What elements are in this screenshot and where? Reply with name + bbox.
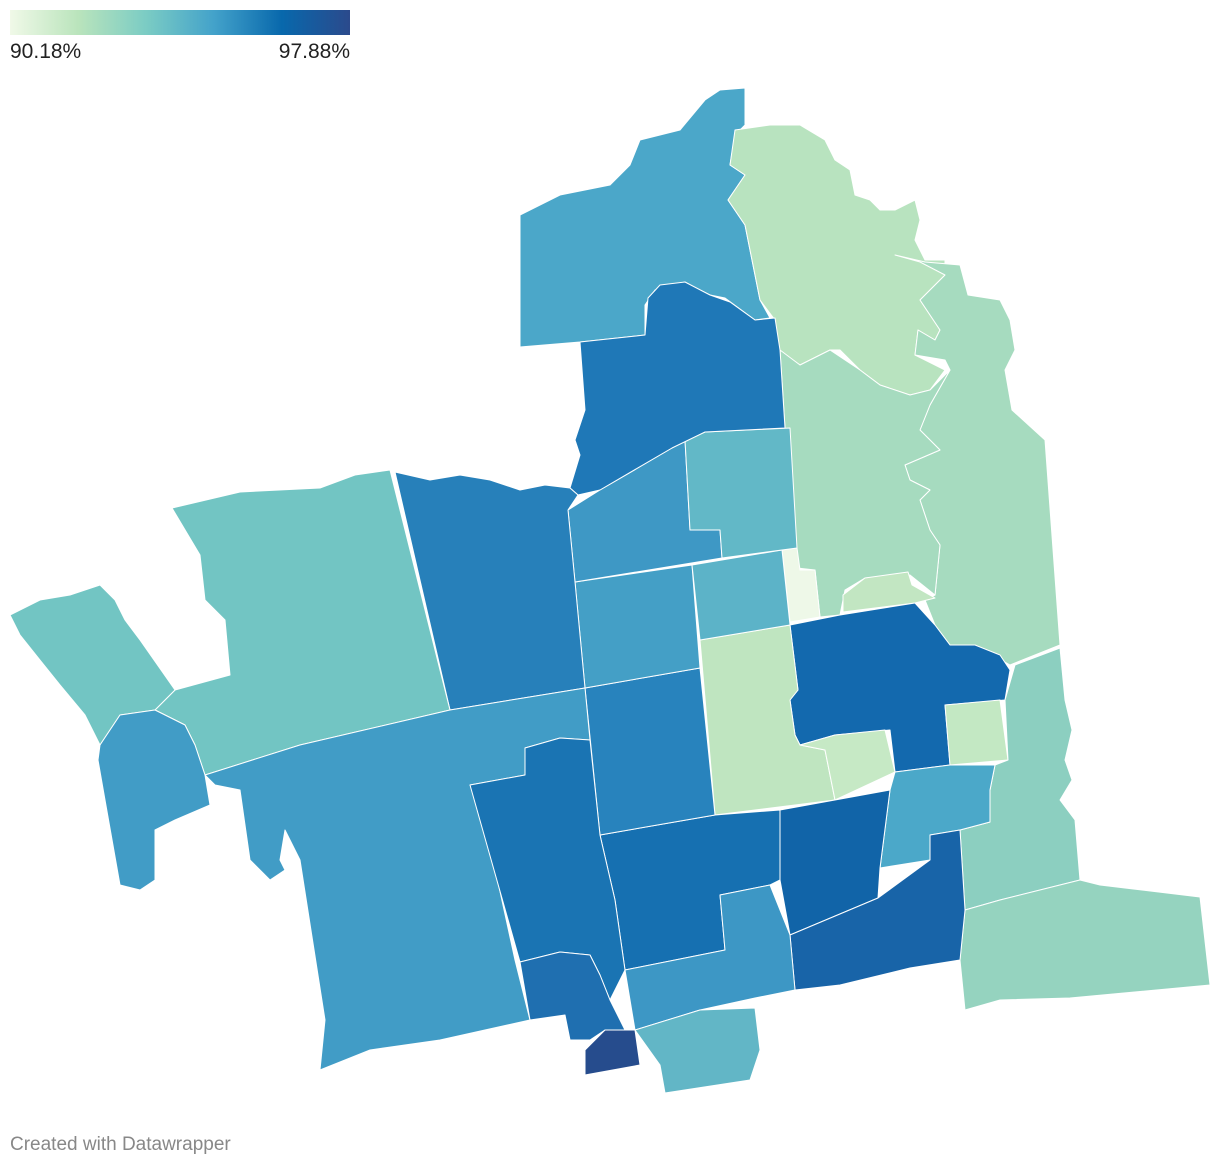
legend-min-label: 90.18%: [10, 40, 82, 63]
map-region[interactable]: [97, 709, 211, 891]
map-region[interactable]: [699, 624, 836, 816]
map-region[interactable]: [691, 549, 791, 641]
map-region[interactable]: [842, 571, 936, 613]
map-region[interactable]: [569, 281, 786, 496]
map-region[interactable]: [789, 829, 966, 991]
footer-credit[interactable]: Created with Datawrapper: [10, 1134, 231, 1155]
legend-gradient-bar: [10, 10, 350, 35]
legend-max-label: 97.88%: [278, 40, 350, 63]
color-legend: 90.18% 97.88%: [10, 10, 350, 63]
map-region[interactable]: [584, 667, 716, 836]
map-region[interactable]: [574, 564, 701, 689]
map-region[interactable]: [944, 699, 1009, 766]
map-region[interactable]: [9, 584, 176, 746]
map-region[interactable]: [584, 1029, 641, 1076]
map-region[interactable]: [959, 879, 1211, 1011]
map-region[interactable]: [634, 1007, 761, 1094]
map-region[interactable]: [779, 349, 951, 618]
